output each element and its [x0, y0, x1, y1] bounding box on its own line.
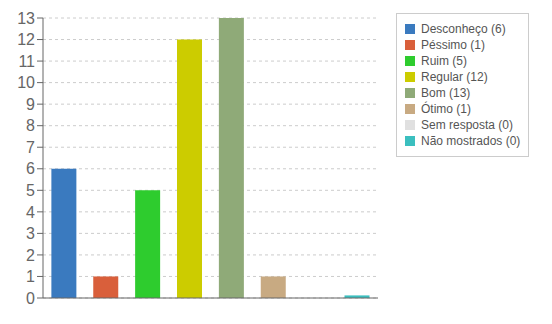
html-text:Não mostrados (0): Não mostrados (0) — [421, 134, 521, 148]
svg-text:1: 1 — [26, 268, 35, 285]
svg-text:12: 12 — [17, 31, 35, 48]
svg-text:2: 2 — [26, 247, 35, 264]
svg-text:3: 3 — [26, 225, 35, 242]
svg-text:4: 4 — [26, 204, 35, 221]
svg-text:11: 11 — [18, 53, 35, 70]
html-text:Péssimo (1): Péssimo (1) — [421, 38, 485, 52]
svg-text:0: 0 — [26, 290, 35, 307]
svg-text:5: 5 — [26, 182, 35, 199]
svg-text:6: 6 — [26, 160, 35, 177]
html-text:Sem resposta (0): Sem resposta (0) — [421, 118, 513, 132]
html-text:Regular (12): Regular (12) — [421, 70, 488, 84]
html-text:Ótimo (1): Ótimo (1) — [421, 102, 471, 116]
html-text:Bom (13): Bom (13) — [421, 86, 471, 100]
svg-text:9: 9 — [26, 96, 35, 113]
html-text:Ruim (5): Ruim (5) — [421, 54, 467, 68]
svg-text:13: 13 — [17, 10, 35, 27]
svg-text:10: 10 — [17, 74, 35, 91]
svg-text:7: 7 — [26, 139, 35, 156]
html-text:Desconheço (6): Desconheço (6) — [421, 22, 506, 36]
svg-text:8: 8 — [26, 117, 35, 134]
